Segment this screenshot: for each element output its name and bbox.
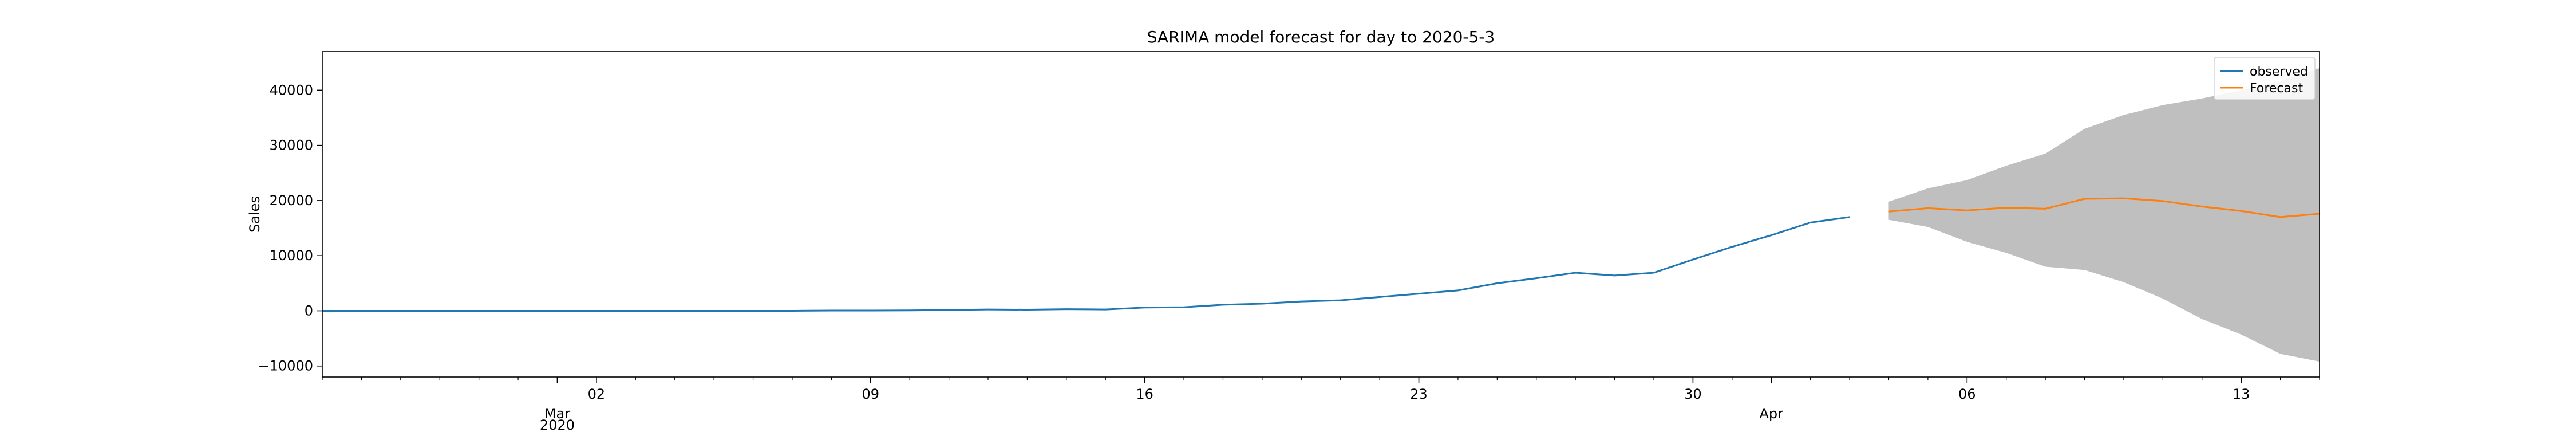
legend: observed Forecast	[2214, 57, 2316, 100]
x-tick-label: 09	[862, 386, 879, 402]
x-tick-label: 02	[588, 386, 606, 402]
x-month-label: Mar	[544, 406, 570, 422]
forecast-confidence-band	[1888, 68, 2320, 362]
x-tick-label: 16	[1136, 386, 1153, 402]
x-tick-label: 06	[1958, 386, 1976, 402]
x-tick-label: 13	[2233, 386, 2250, 402]
x-year-label: 2020	[540, 417, 575, 430]
x-tick-label: 30	[1684, 386, 1702, 402]
x-month-label: Apr	[1759, 406, 1783, 422]
plot-area	[322, 68, 2320, 362]
y-tick-label: 0	[305, 303, 313, 319]
y-tick-label: 10000	[270, 248, 313, 264]
y-tick-label: −10000	[258, 358, 313, 374]
legend-box	[2214, 57, 2316, 100]
legend-label-observed: observed	[2250, 65, 2308, 79]
plot-frame	[322, 51, 2320, 378]
y-tick-label: 20000	[270, 193, 313, 209]
y-axis-label: Sales	[247, 196, 263, 233]
y-tick-label: 40000	[270, 82, 313, 98]
legend-label-forecast: Forecast	[2250, 81, 2303, 96]
chart-title: SARIMA model forecast for day to 2020-5-…	[1147, 28, 1495, 46]
observed-series-line	[322, 216, 1850, 312]
forecast-series-line	[1888, 197, 2320, 218]
x-tick-label: 23	[1410, 386, 1428, 402]
y-tick-label: 30000	[270, 138, 313, 154]
